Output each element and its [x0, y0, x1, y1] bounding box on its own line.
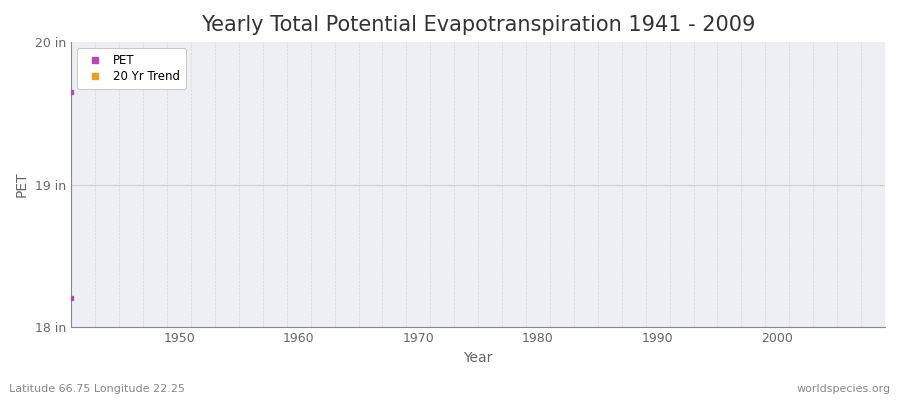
- Legend: PET, 20 Yr Trend: PET, 20 Yr Trend: [77, 48, 185, 89]
- Text: Latitude 66.75 Longitude 22.25: Latitude 66.75 Longitude 22.25: [9, 384, 185, 394]
- Y-axis label: PET: PET: [15, 172, 29, 197]
- X-axis label: Year: Year: [464, 351, 493, 365]
- Title: Yearly Total Potential Evapotranspiration 1941 - 2009: Yearly Total Potential Evapotranspiratio…: [201, 15, 755, 35]
- Text: worldspecies.org: worldspecies.org: [796, 384, 891, 394]
